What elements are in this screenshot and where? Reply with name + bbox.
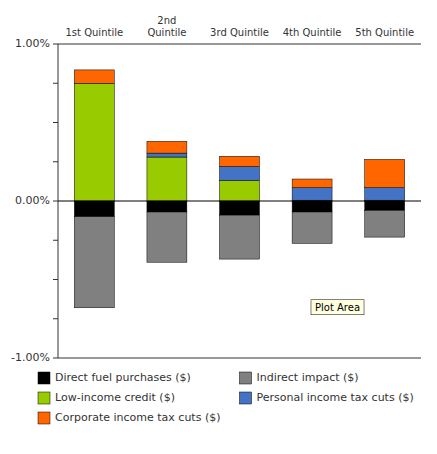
bar-segment [74, 217, 114, 308]
legend-swatch [38, 412, 50, 424]
x-tick-label-line: 1st Quintile [65, 27, 123, 38]
bar-segment [74, 70, 114, 83]
chart: -1.00% 0.00% 1.00% 1st Quintile 2ndQuintile 3… [0, 0, 437, 454]
bar-segment [292, 179, 332, 188]
zero-line [58, 201, 421, 202]
legend-label: Indirect impact ($) [257, 371, 359, 384]
bar-segment [147, 153, 187, 157]
bar-segment [292, 212, 332, 243]
legend: Direct fuel purchases ($) Indirect impact… [38, 371, 414, 424]
x-tick-label: 3rd Quintile [210, 27, 269, 38]
bar-segment [365, 188, 405, 201]
legend-label: Direct fuel purchases ($) [55, 371, 191, 384]
y-tick [53, 122, 58, 123]
bar-segment [74, 83, 114, 201]
x-tick-label: 4th Quintile [283, 27, 342, 38]
top-frame [58, 44, 421, 45]
legend-swatch [38, 392, 50, 404]
bar-segment [147, 201, 187, 212]
y-tick [53, 44, 58, 45]
bar-segment [147, 157, 187, 201]
y-tick [53, 279, 58, 280]
y-tick [53, 161, 58, 162]
bar-segment [365, 201, 405, 210]
bottom-frame [58, 358, 421, 359]
bar-segment [220, 215, 260, 259]
bar-segment [220, 166, 260, 180]
x-tick-label-line: Quintile [147, 27, 186, 38]
x-tick-label: 1st Quintile [65, 27, 123, 38]
legend-swatch [240, 392, 252, 404]
x-tick-label: 5th Quintile [355, 27, 414, 38]
y-tick [53, 201, 58, 202]
bar-segment [365, 159, 405, 187]
annotation-box [311, 300, 364, 315]
x-tick-label-line: 4th Quintile [283, 27, 342, 38]
y-tick [53, 83, 58, 84]
bar-segment [365, 210, 405, 237]
annotation: Plot Area [315, 302, 360, 313]
x-tick-label: 2ndQuintile [147, 15, 186, 38]
legend-label: Personal income tax cuts ($) [257, 391, 414, 404]
x-tick-label-line: 2nd [157, 15, 176, 26]
y-tick [53, 358, 58, 359]
legend-swatch [38, 372, 50, 384]
bar-segment [220, 201, 260, 215]
bar-segment [74, 201, 114, 217]
x-tick-label-line: 5th Quintile [355, 27, 414, 38]
bar-segment [292, 188, 332, 201]
y-tick [53, 318, 58, 319]
legend-label: Low-income credit ($) [55, 391, 175, 404]
bar-segment [220, 181, 260, 201]
bar-segment [292, 201, 332, 212]
bars [74, 70, 404, 308]
legend-swatch [240, 372, 252, 384]
bar-segment [147, 141, 187, 153]
bar-segment [220, 156, 260, 166]
y-tick-label: 0.00% [15, 194, 50, 207]
x-tick-label-line: 3rd Quintile [210, 27, 269, 38]
y-tick [53, 240, 58, 241]
y-tick-label: 1.00% [15, 37, 50, 50]
y-tick-label: -1.00% [11, 351, 50, 364]
legend-label: Corporate income tax cuts ($) [55, 411, 220, 424]
bar-segment [147, 212, 187, 262]
